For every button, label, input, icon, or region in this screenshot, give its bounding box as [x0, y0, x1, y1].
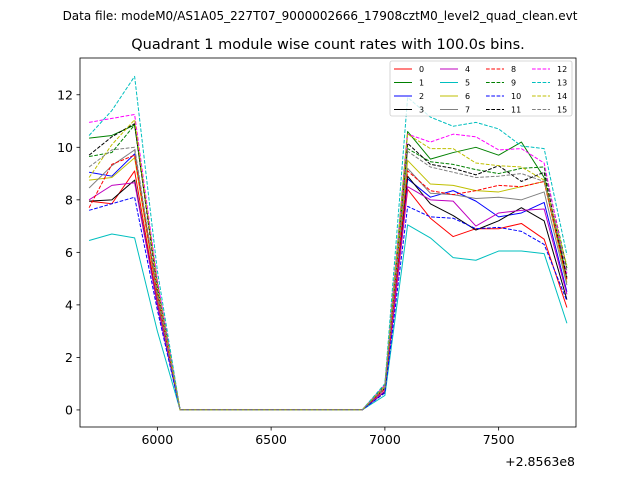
x-tick-label: 6000	[141, 432, 173, 447]
plot-area: 6000 6500 7000 7500024681012012345678910111…	[57, 57, 577, 447]
legend-label-6: 6	[465, 92, 470, 101]
legend-label-10: 10	[511, 92, 521, 101]
legend-label-3: 3	[419, 106, 424, 115]
chart-title: Quadrant 1 module wise count rates with …	[131, 37, 525, 53]
y-tick-label: 2	[65, 350, 73, 365]
series-line-10	[88, 196, 568, 411]
y-tick-label: 10	[57, 140, 73, 155]
legend-label-13: 13	[557, 79, 567, 88]
legend-label-14: 14	[557, 92, 567, 101]
series-line-15	[88, 146, 568, 411]
legend-label-12: 12	[557, 65, 567, 74]
legend-label-15: 15	[557, 106, 567, 115]
series-line-14	[88, 119, 568, 411]
legend-box	[389, 60, 573, 117]
y-tick-label: 0	[65, 402, 73, 417]
chart-suptitle: Data file: modeM0/AS1A05_227T07_90000026…	[63, 9, 578, 23]
legend-label-5: 5	[465, 79, 470, 88]
x-tick-label: 6500	[255, 432, 287, 447]
y-tick-label: 12	[57, 87, 73, 102]
legend-label-11: 11	[511, 106, 521, 115]
x-offset-text: +2.8563e8	[505, 454, 575, 469]
legend-label-1: 1	[419, 79, 424, 88]
x-tick-label: 7500	[483, 432, 515, 447]
x-tick-label: 7000	[369, 432, 401, 447]
y-tick-label: 4	[65, 297, 73, 312]
legend-label-8: 8	[511, 65, 516, 74]
y-tick-label: 6	[65, 245, 73, 260]
legend-label-4: 4	[465, 65, 470, 74]
legend-label-2: 2	[419, 92, 424, 101]
legend-label-0: 0	[419, 65, 424, 74]
legend-label-7: 7	[465, 106, 470, 115]
y-tick-label: 8	[65, 192, 73, 207]
legend-label-9: 9	[511, 79, 516, 88]
axes-frame	[79, 57, 577, 428]
